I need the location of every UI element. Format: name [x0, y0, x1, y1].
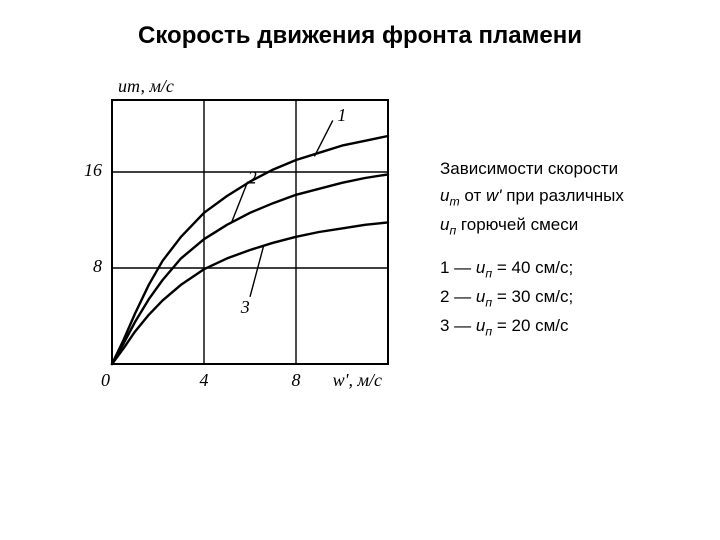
- legend-item: 2 — uп = 30 см/с;: [440, 286, 700, 311]
- caption-line-2: uт от w' при различных: [440, 185, 700, 210]
- svg-text:w', м/с: w', м/с: [333, 370, 382, 390]
- svg-text:8: 8: [93, 256, 102, 276]
- svg-text:3: 3: [240, 297, 250, 317]
- svg-text:16: 16: [84, 160, 102, 180]
- caption-line-1: Зависимости скорости: [440, 158, 700, 181]
- svg-text:uт, м/с: uт, м/с: [118, 76, 174, 96]
- legend-item: 1 — uп = 40 см/с;: [440, 257, 700, 282]
- chart: 1 2 3 8 16 4 8 0 uт, м/с w', м/с: [48, 70, 408, 410]
- caption-line-3: uп горючей смеси: [440, 214, 700, 239]
- svg-text:0: 0: [101, 370, 110, 390]
- svg-text:4: 4: [200, 370, 209, 390]
- legend-list: 1 — uп = 40 см/с; 2 — uп = 30 см/с; 3 — uп…: [440, 257, 700, 340]
- svg-text:1: 1: [337, 105, 346, 125]
- svg-text:2: 2: [248, 167, 257, 187]
- legend-item: 3 — uп = 20 см/с: [440, 315, 700, 340]
- caption-block: Зависимости скорости uт от w' при различ…: [440, 158, 700, 343]
- svg-text:8: 8: [292, 370, 301, 390]
- page-title: Скорость движения фронта пламени: [0, 22, 720, 50]
